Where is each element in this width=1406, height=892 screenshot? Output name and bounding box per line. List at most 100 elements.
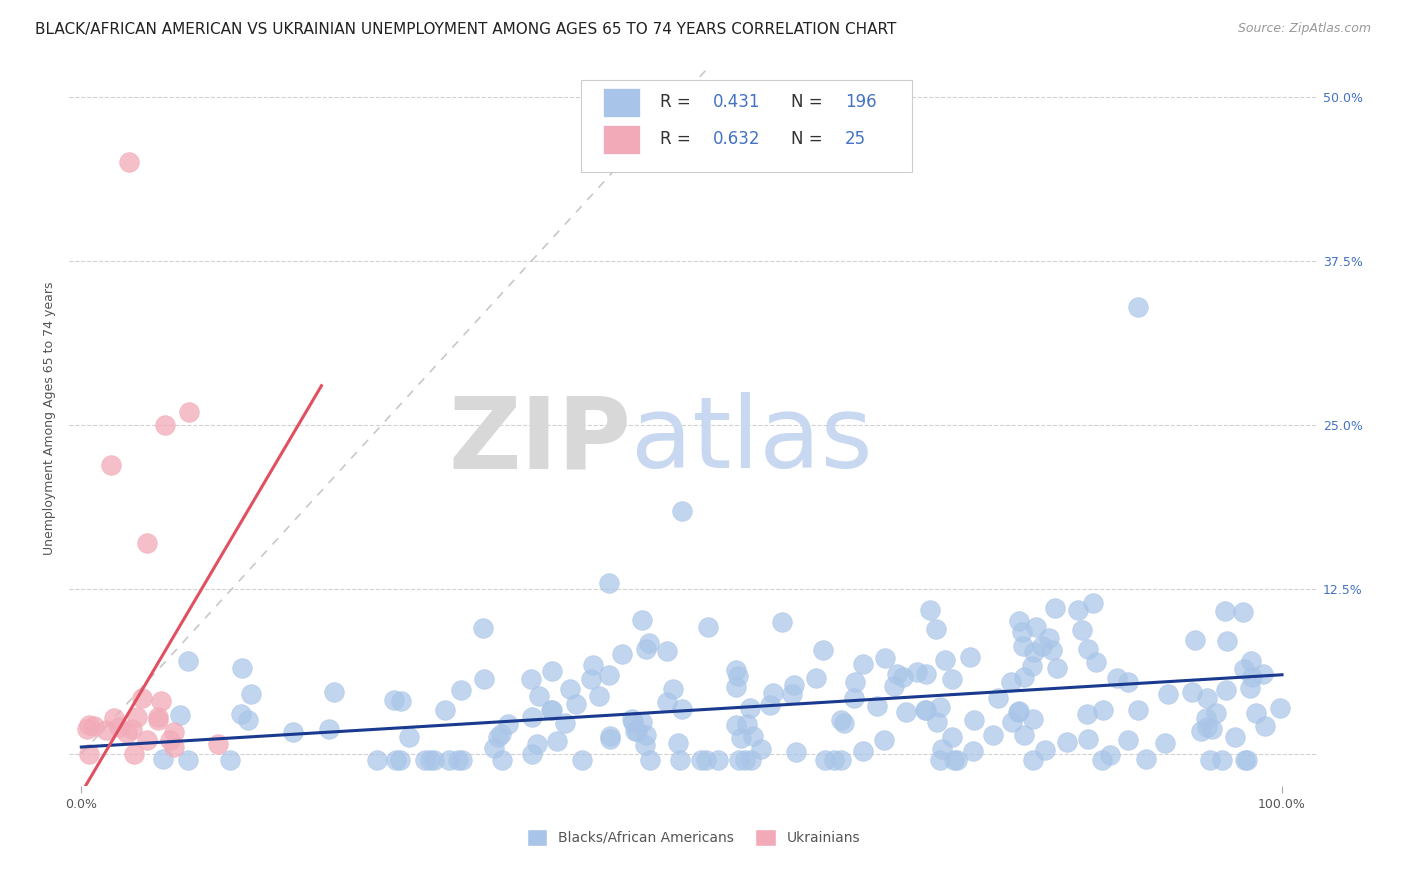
Point	[920, 603, 942, 617]
Point	[1091, 703, 1114, 717]
Point	[806, 671, 828, 685]
Point	[1077, 732, 1099, 747]
Point	[520, 747, 543, 761]
Point	[963, 713, 986, 727]
Point	[668, 753, 690, 767]
Point	[927, 714, 949, 729]
FancyBboxPatch shape	[581, 80, 912, 172]
Point	[1001, 715, 1024, 730]
Point	[1022, 713, 1045, 727]
Point	[1225, 731, 1247, 745]
Point	[925, 622, 948, 636]
FancyBboxPatch shape	[603, 88, 640, 117]
Point	[741, 730, 763, 744]
Point	[983, 728, 1005, 742]
Point	[423, 753, 446, 767]
Point	[322, 685, 344, 699]
Point	[725, 718, 748, 732]
Point	[236, 713, 259, 727]
Point	[852, 744, 875, 758]
Point	[783, 678, 806, 692]
Point	[638, 753, 661, 767]
Point	[100, 458, 122, 472]
Point	[231, 706, 253, 721]
Text: N =: N =	[792, 130, 828, 148]
Point	[914, 703, 936, 717]
Point	[179, 405, 201, 419]
Point	[76, 722, 98, 736]
Point	[1116, 675, 1139, 690]
Point	[844, 691, 866, 706]
Point	[522, 710, 544, 724]
Point	[281, 725, 304, 739]
Text: 0.431: 0.431	[713, 93, 759, 112]
Point	[621, 715, 644, 730]
Point	[1099, 747, 1122, 762]
Point	[1056, 734, 1078, 748]
Point	[929, 753, 952, 767]
Point	[1126, 300, 1149, 314]
Point	[527, 689, 550, 703]
Point	[934, 653, 956, 667]
Point	[472, 672, 495, 686]
Point	[671, 503, 693, 517]
Point	[159, 732, 181, 747]
Text: atlas: atlas	[631, 392, 873, 489]
Point	[540, 703, 562, 717]
Point	[1045, 601, 1067, 615]
Point	[1213, 604, 1236, 618]
Legend: Blacks/African Americans, Ukrainians: Blacks/African Americans, Ukrainians	[527, 829, 860, 846]
Point	[546, 734, 568, 748]
Point	[1215, 634, 1237, 648]
Point	[558, 682, 581, 697]
Point	[1077, 641, 1099, 656]
Point	[163, 725, 186, 739]
Point	[526, 737, 548, 751]
Point	[1081, 596, 1104, 610]
Point	[1195, 711, 1218, 725]
Point	[737, 717, 759, 731]
Point	[582, 658, 605, 673]
Point	[155, 418, 177, 433]
Point	[565, 697, 588, 711]
Point	[690, 753, 713, 767]
Point	[759, 698, 782, 712]
Point	[1066, 603, 1088, 617]
Point	[1008, 614, 1031, 628]
Point	[413, 753, 436, 767]
Point	[666, 736, 689, 750]
Point	[472, 621, 495, 635]
Point	[1234, 753, 1257, 767]
Point	[959, 649, 981, 664]
Point	[987, 690, 1010, 705]
Point	[1007, 706, 1029, 720]
Point	[1189, 723, 1212, 738]
Point	[1232, 605, 1254, 619]
Point	[1240, 654, 1263, 668]
Point	[811, 642, 834, 657]
Point	[148, 713, 170, 727]
Point	[1091, 753, 1114, 767]
Point	[941, 672, 963, 686]
Point	[1205, 706, 1227, 721]
Point	[730, 731, 752, 746]
Point	[695, 753, 717, 767]
Point	[1201, 722, 1223, 736]
Point	[1244, 706, 1267, 720]
Point	[177, 654, 200, 668]
Point	[1195, 720, 1218, 734]
Point	[630, 714, 652, 729]
Point	[866, 699, 889, 714]
Point	[77, 717, 100, 731]
Point	[696, 620, 718, 634]
Point	[626, 724, 648, 739]
Text: N =: N =	[792, 93, 828, 112]
Point	[434, 703, 457, 717]
Point	[1024, 645, 1046, 659]
Point	[520, 672, 543, 686]
Point	[169, 707, 191, 722]
Point	[655, 695, 678, 709]
Point	[83, 719, 105, 733]
Point	[103, 711, 125, 725]
Point	[385, 753, 408, 767]
